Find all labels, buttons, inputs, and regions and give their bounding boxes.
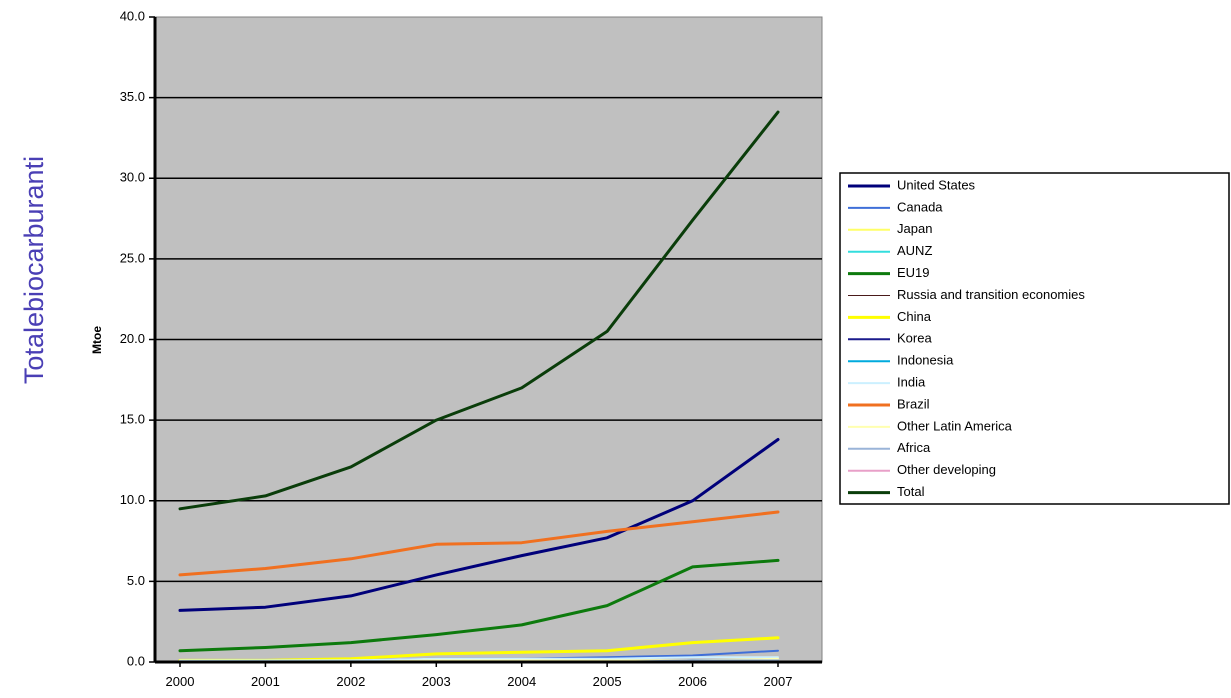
x-tick-label: 2004: [507, 674, 536, 689]
y-tick-label: 15.0: [120, 412, 145, 427]
legend-entry: Africa: [897, 440, 931, 455]
x-tick-label: 2000: [166, 674, 195, 689]
legend-box: [839, 172, 1230, 505]
y-tick-label: 10.0: [120, 492, 145, 507]
legend-entry: Brazil: [897, 396, 930, 411]
x-tick-label: 2005: [593, 674, 622, 689]
legend-entry: Indonesia: [897, 353, 954, 368]
y-tick-label: 0.0: [127, 653, 145, 668]
gridlines: [155, 96, 822, 583]
y-axis-label: Mtoe: [90, 326, 104, 354]
legend-entry: Korea: [897, 331, 932, 346]
series-line-eu19: [178, 558, 780, 653]
legend-entry: China: [897, 309, 932, 324]
axes: 0.0 5.0 10.0 15.0 20.0 25.0 30.0 35.0 40.0 2000 20…: [120, 8, 822, 689]
y-tick-label: 30.0: [120, 170, 145, 185]
x-tick-label: 2006: [678, 674, 707, 689]
series-line-united-states: [178, 438, 780, 612]
series-line-total: [178, 110, 780, 511]
y-tick-label: 35.0: [120, 89, 145, 104]
legend-entry: Japan: [897, 221, 932, 236]
x-tick-label: 2007: [764, 674, 793, 689]
legend-entry: EU19: [897, 265, 930, 280]
x-tick-label: 2002: [336, 674, 365, 689]
legend-entry: Other developing: [897, 462, 996, 477]
legend-entry: Canada: [897, 199, 943, 214]
series-line-india: [179, 656, 779, 662]
legend-entry: United States: [897, 177, 976, 192]
legend-entry: Total: [897, 484, 925, 499]
outer-y-axis-label: Totalebiocarburanti: [19, 156, 49, 384]
series-line-brazil: [178, 510, 780, 577]
legend-entry: India: [897, 375, 926, 390]
x-tick-label: 2003: [422, 674, 451, 689]
legend-entry: Russia and transition economies: [897, 287, 1085, 302]
legend-entry: Other Latin America: [897, 418, 1013, 433]
y-tick-label: 20.0: [120, 331, 145, 346]
y-tick-label: 25.0: [120, 250, 145, 265]
legend-entry: AUNZ: [897, 243, 932, 258]
x-tick-label: 2001: [251, 674, 280, 689]
y-tick-label: 5.0: [127, 573, 145, 588]
legend: United States Canada Japan AUNZ EU19 Russia a…: [839, 172, 1230, 505]
y-tick-label: 40.0: [120, 8, 145, 23]
